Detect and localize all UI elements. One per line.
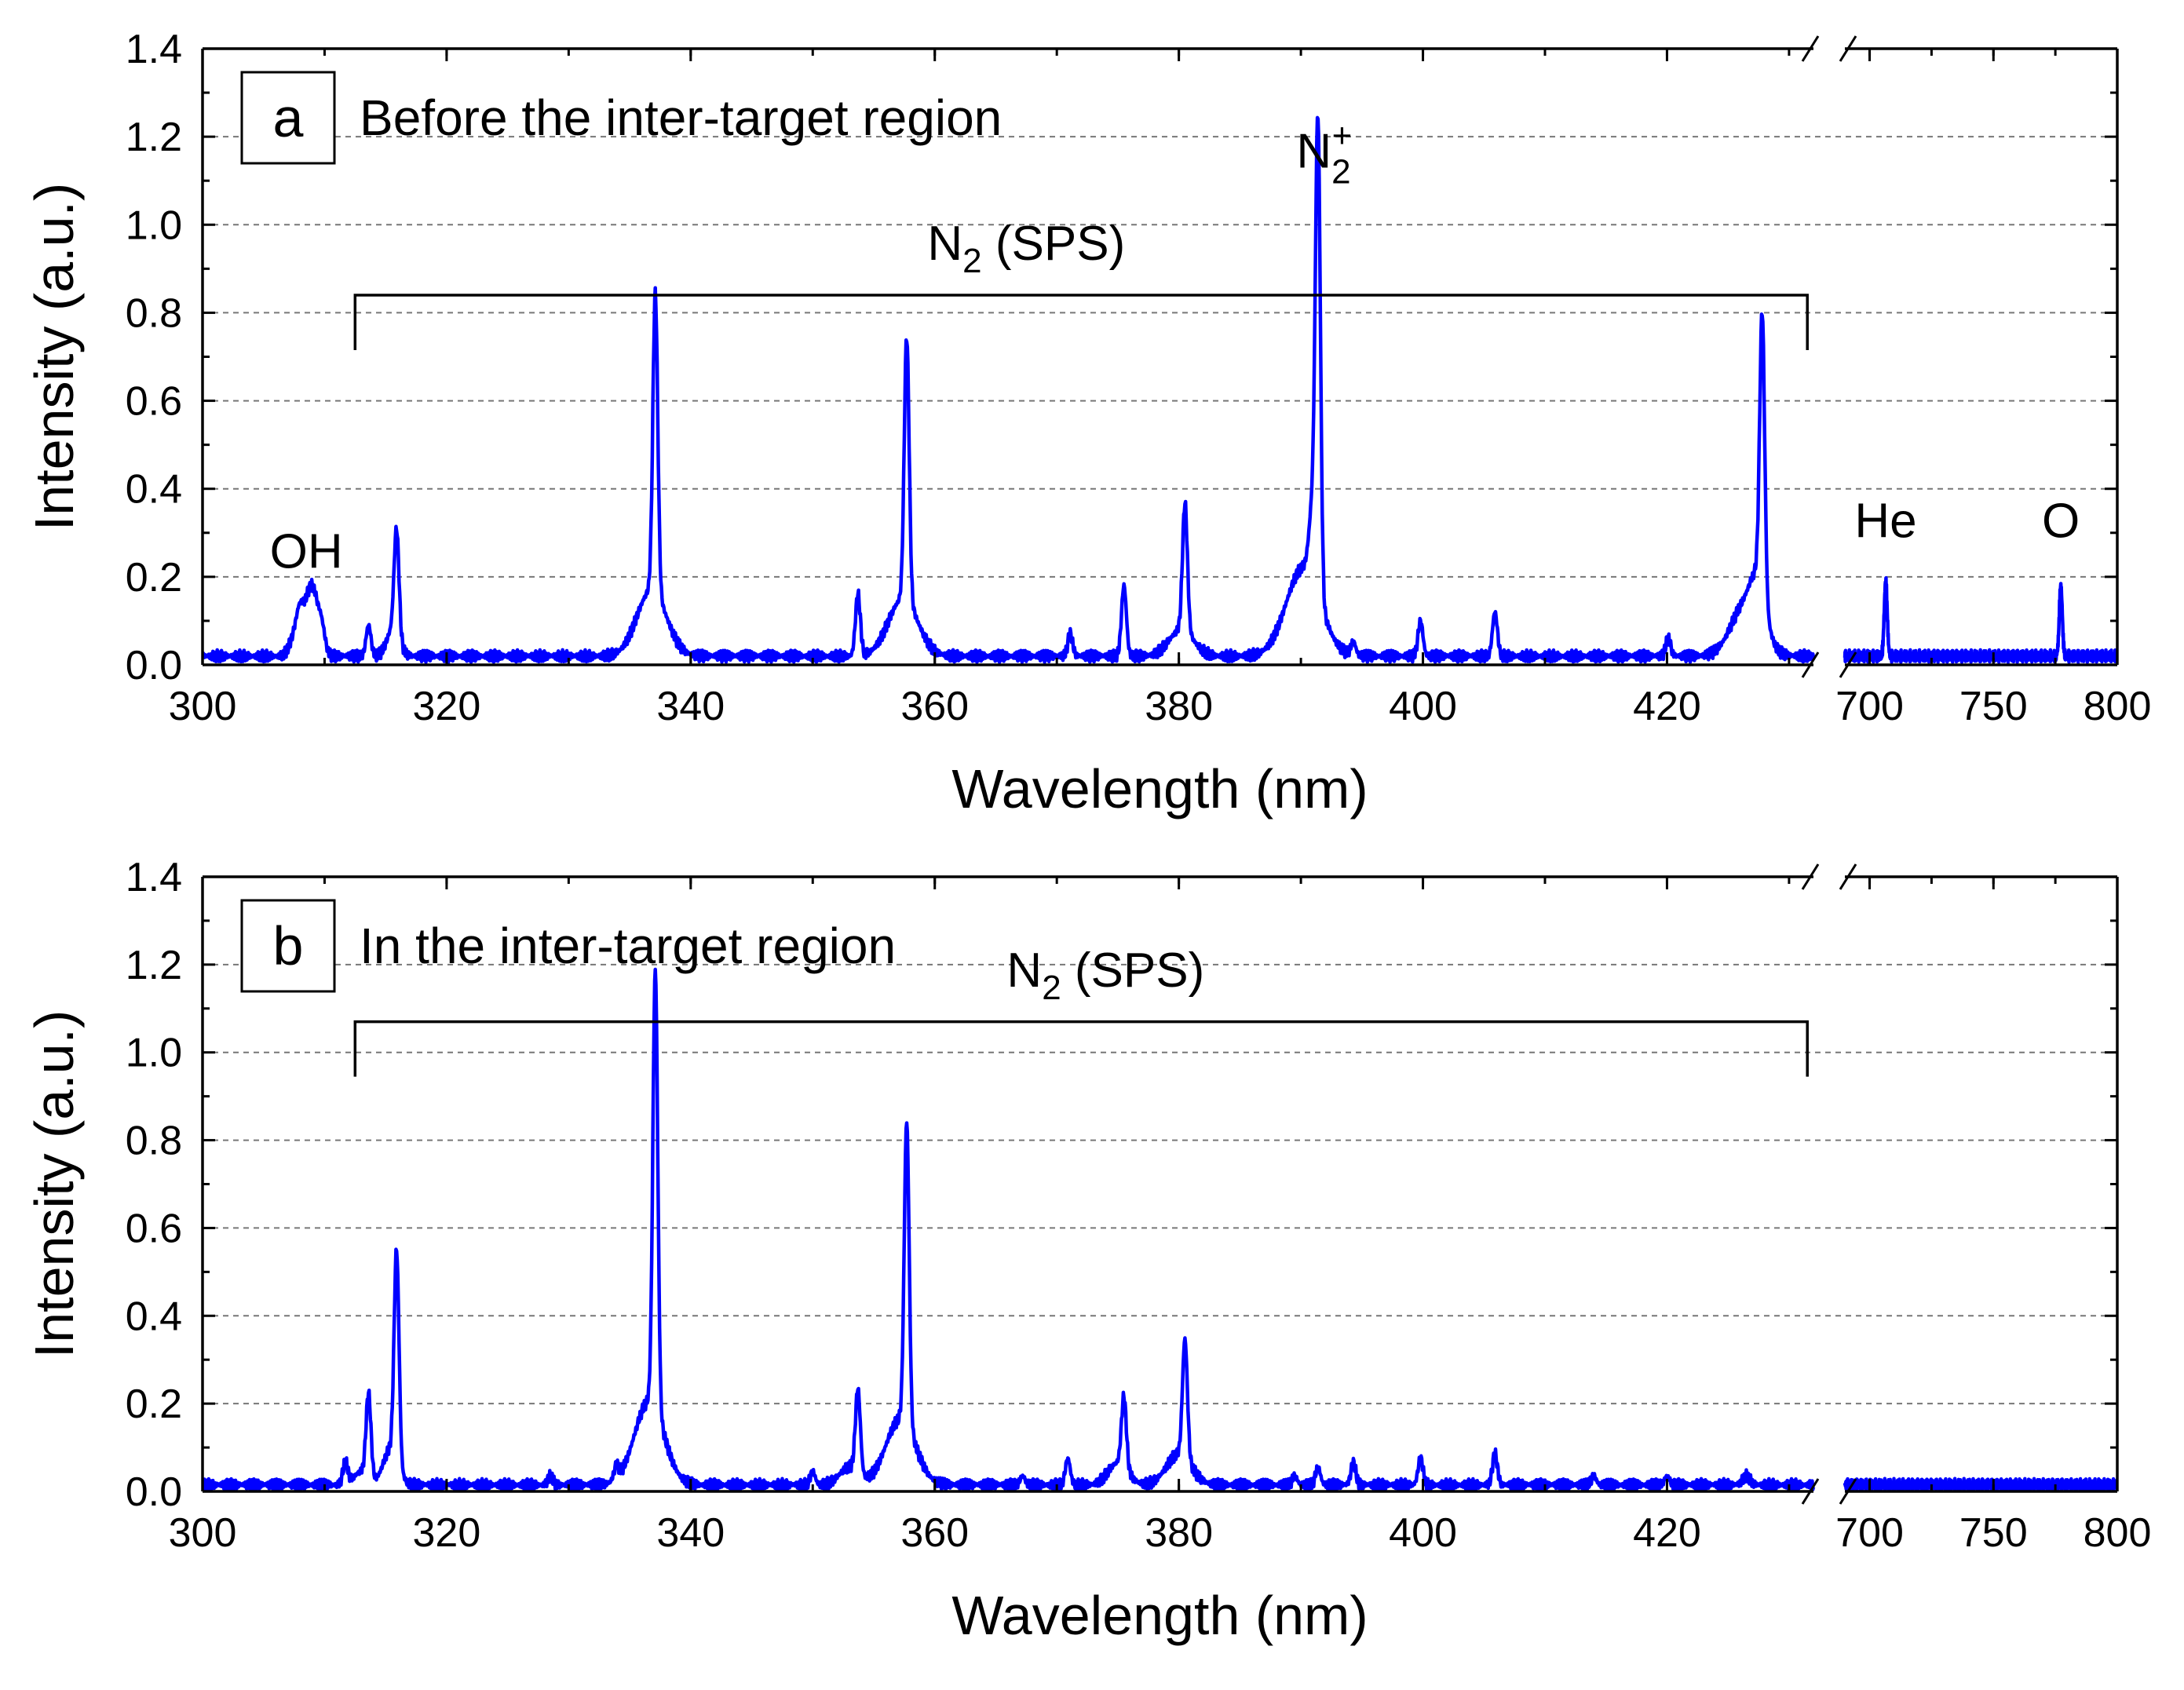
x-tick-label: 420 [1633, 684, 1701, 729]
peak-point [393, 629, 394, 630]
grid-lines [203, 136, 2117, 578]
chart-panel-b: 0.0 0.2 0.4 0.6 0.8 1.0 1.2 1.4 300 320 340 360 380 4… [24, 855, 2151, 1646]
x-axis-title: Wavelength (nm) [951, 1585, 1368, 1646]
peak-point [1758, 611, 1759, 613]
y-ticks: 0.0 0.2 0.4 0.6 0.8 1.0 1.2 1.4 [126, 27, 2117, 688]
y-ticks: 0.0 0.2 0.4 0.6 0.8 1.0 1.2 1.4 [126, 855, 2117, 1515]
bracket-label-rest: (SPS) [982, 217, 1126, 271]
spectrum-series [203, 967, 2117, 1491]
grid-lines [203, 963, 2117, 1405]
x-tick-label: 400 [1389, 684, 1457, 729]
x-tick-label: 360 [900, 1510, 969, 1556]
x-tick-label: 380 [1145, 684, 1213, 729]
y-tick-label: 0.2 [126, 1382, 182, 1427]
spectrum-series [203, 115, 2117, 664]
x-axis-title: Wavelength (nm) [951, 758, 1368, 819]
peak-point [1181, 629, 1182, 630]
line-annotation: OH [270, 525, 343, 579]
spectrum-line-segment-1 [203, 115, 1816, 664]
x-tick-label: 300 [169, 1510, 237, 1556]
bracket-label-rest: (SPS) [1061, 944, 1205, 998]
spectrum-line-segment-2 [1843, 1476, 2117, 1491]
x-tick-label: 750 [1959, 684, 2028, 729]
axis-break-mark [1839, 35, 1857, 62]
x-tick-label: 300 [169, 684, 237, 729]
x-tick-label: 800 [2084, 684, 2152, 729]
y-tick-label: 0.6 [126, 379, 182, 425]
chart-panel-a: 0.0 0.2 0.4 0.6 0.8 1.0 1.2 1.4 300 320 340 360 380 4… [24, 27, 2151, 819]
peak-point [902, 598, 904, 600]
bracket-label-n: N [927, 217, 962, 271]
y-tick-label: 0.6 [126, 1206, 182, 1251]
bracket-label-sub: 2 [962, 242, 981, 280]
x-tick-label: 380 [1145, 1510, 1213, 1556]
panel-letter: a [273, 87, 304, 148]
y-tick-label: 1.0 [126, 203, 182, 248]
sps-bracket: N2 (SPS) [353, 217, 1809, 350]
bracket-label-n: N [1006, 944, 1042, 998]
bracket-line [353, 294, 1809, 350]
x-tick-label: 400 [1389, 1510, 1457, 1556]
ion-symbol: N [1296, 124, 1331, 178]
y-tick-label: 0.2 [126, 555, 182, 600]
panel-letter: b [273, 915, 304, 976]
x-tick-label: 700 [1835, 1510, 1904, 1556]
x-tick-label: 800 [2084, 1510, 2152, 1556]
axis-break-mark [1801, 1478, 1820, 1505]
spectrum-line-segment-2 [1843, 576, 2117, 664]
bracket-label-sub: 2 [1042, 969, 1061, 1007]
panel-title: In the inter-target region [360, 918, 896, 974]
bracket-line [353, 1020, 1809, 1077]
x-tick-label: 750 [1959, 1510, 2028, 1556]
x-tick-label: 700 [1835, 684, 1904, 729]
ion-superscript: + [1332, 116, 1353, 155]
peak-point [1313, 576, 1314, 578]
ion-annotation: N2+ [1296, 116, 1352, 191]
spectrum-line-segment-1 [203, 967, 1816, 1491]
x-tick-label: 320 [413, 1510, 481, 1556]
y-tick-label: 0.4 [126, 1294, 182, 1339]
line-annotation: He [1854, 494, 1916, 548]
peak-point [1746, 603, 1748, 604]
axis-break-mark [1801, 652, 1820, 678]
y-axis-title: Intensity (a.u.) [24, 1010, 85, 1359]
y-tick-label: 0.0 [126, 1469, 182, 1515]
axis-break-mark [1801, 863, 1820, 890]
ion-subscript: 2 [1331, 152, 1350, 191]
panel-title: Before the inter-target region [360, 89, 1002, 146]
sps-bracket: N2 (SPS) [353, 944, 1809, 1077]
panel-letter-box [240, 899, 336, 993]
peak-point [651, 589, 652, 591]
x-tick-label: 420 [1633, 1510, 1701, 1556]
x-tick-label: 340 [656, 684, 725, 729]
y-tick-label: 0.0 [126, 643, 182, 688]
x-ticks: 300 320 340 360 380 400 420 700 750 800 [169, 49, 2152, 729]
peak-point [299, 615, 301, 617]
x-tick-label: 360 [900, 684, 969, 729]
y-axis-title: Intensity (a.u.) [24, 183, 85, 531]
y-tick-label: 1.4 [126, 27, 182, 72]
axis-break-mark [1839, 863, 1857, 890]
bracket-label: N2 (SPS) [927, 217, 1125, 280]
axis-break-mark [1839, 1478, 1857, 1505]
x-tick-label: 340 [656, 1510, 725, 1556]
line-annotation: O [2042, 494, 2080, 548]
x-tick-label: 320 [413, 684, 481, 729]
y-tick-label: 1.2 [126, 943, 182, 988]
bracket-label: N2 (SPS) [1006, 944, 1204, 1007]
y-tick-label: 1.0 [126, 1031, 182, 1076]
panel-letter-box [240, 71, 336, 165]
peak-point [312, 603, 314, 604]
y-tick-label: 0.4 [126, 467, 182, 513]
y-tick-label: 1.2 [126, 115, 182, 160]
x-ticks: 300 320 340 360 380 400 420 700 750 800 [169, 877, 2152, 1556]
y-tick-label: 1.4 [126, 855, 182, 900]
peak-point [307, 611, 309, 613]
axis-break-mark [1839, 652, 1857, 678]
axis-break-mark [1801, 35, 1820, 62]
y-tick-label: 0.8 [126, 290, 182, 336]
y-tick-label: 0.8 [126, 1119, 182, 1164]
